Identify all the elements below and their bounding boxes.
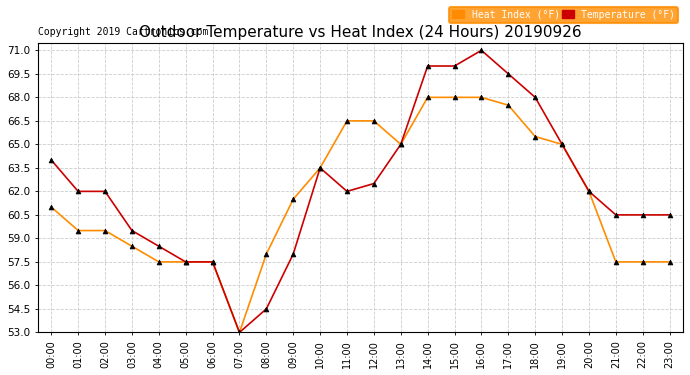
Title: Outdoor Temperature vs Heat Index (24 Hours) 20190926: Outdoor Temperature vs Heat Index (24 Ho…	[139, 25, 582, 40]
Text: Copyright 2019 Cartronics.com: Copyright 2019 Cartronics.com	[38, 27, 208, 37]
Legend: Heat Index (°F), Temperature (°F): Heat Index (°F), Temperature (°F)	[449, 7, 678, 22]
